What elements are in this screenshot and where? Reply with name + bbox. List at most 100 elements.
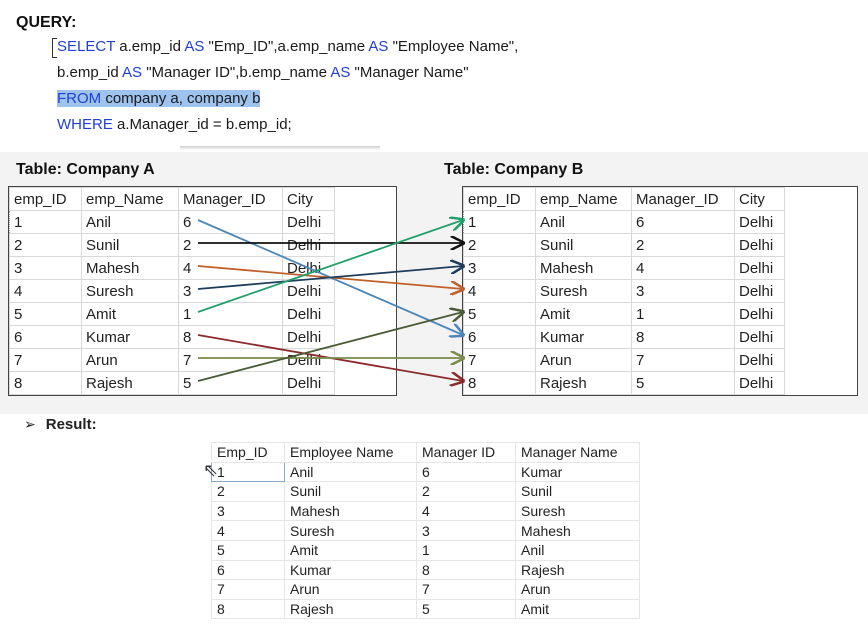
table-row[interactable]: 3 Mahesh 4 Suresh (211, 500, 640, 522)
table-cell[interactable]: Anil (81, 210, 179, 234)
table-cell[interactable]: 2 (463, 233, 536, 257)
table-cell[interactable]: 8 (211, 598, 285, 620)
table-cell[interactable]: 6 (631, 210, 735, 234)
table-cell[interactable]: 6 (178, 210, 283, 234)
table-cell[interactable]: Suresh (515, 500, 640, 522)
column-header[interactable]: emp_ID (9, 187, 82, 211)
table-cell[interactable]: Delhi (734, 371, 785, 395)
table-cell[interactable]: 7 (463, 348, 536, 372)
table-row[interactable]: 2 Sunil 2 Delhi (463, 233, 785, 257)
table-row[interactable]: 6 Kumar 8 Delhi (463, 325, 785, 349)
table-cell[interactable]: 4 (178, 256, 283, 280)
table-cell[interactable]: Delhi (734, 279, 785, 303)
table-cell[interactable]: 5 (631, 371, 735, 395)
table-cell[interactable]: 4 (9, 279, 82, 303)
table-row[interactable]: 7 Arun 7 Delhi (9, 348, 335, 372)
table-row[interactable]: 1 Anil 6 Delhi (463, 210, 785, 234)
column-header[interactable]: Manager Name (515, 442, 640, 463)
table-cell[interactable]: 6 (416, 461, 516, 483)
table-cell[interactable]: 5 (416, 598, 516, 620)
table-cell[interactable]: 7 (178, 348, 283, 372)
table-cell[interactable]: Kumar (284, 559, 417, 581)
column-header[interactable]: emp_Name (535, 187, 632, 211)
table-cell[interactable]: Kumar (515, 461, 640, 483)
table-cell[interactable]: 8 (416, 559, 516, 581)
table-cell[interactable]: 8 (9, 371, 82, 395)
table-cell[interactable]: Delhi (734, 210, 785, 234)
table-cell[interactable]: Suresh (284, 520, 417, 541)
table-cell[interactable]: 3 (178, 279, 283, 303)
table-cell[interactable]: Mahesh (284, 500, 417, 522)
table-cell[interactable]: Anil (535, 210, 632, 234)
table-cell[interactable]: 2 (178, 233, 283, 257)
table-row[interactable]: 2 Sunil 2 Delhi (9, 233, 335, 257)
table-cell[interactable]: Arun (515, 579, 640, 600)
column-header[interactable]: Manager_ID (178, 187, 283, 211)
table-cell[interactable]: 7 (416, 579, 516, 600)
table-cell[interactable]: 5 (9, 302, 82, 326)
table-cell[interactable]: 1 (631, 302, 735, 326)
table-row[interactable]: 5 Amit 1 Delhi (463, 302, 785, 326)
table-row[interactable]: 4 Suresh 3 Mahesh (211, 520, 640, 541)
table-row[interactable]: 3 Mahesh 4 Delhi (9, 256, 335, 280)
table-cell[interactable]: Delhi (282, 302, 335, 326)
table-cell[interactable]: Mahesh (515, 520, 640, 541)
table-cell[interactable]: Amit (81, 302, 179, 326)
table-cell[interactable]: 1 (9, 210, 82, 234)
table-cell[interactable]: 4 (631, 256, 735, 280)
sql-line-2[interactable]: b.emp_id AS "Manager ID",b.emp_name AS "… (57, 64, 469, 81)
column-header[interactable]: emp_Name (81, 187, 179, 211)
table-cell[interactable]: Delhi (734, 348, 785, 372)
table-cell[interactable]: Amit (515, 598, 640, 620)
table-cell[interactable]: 2 (9, 233, 82, 257)
table-row[interactable]: 8 Rajesh 5 Amit (211, 598, 640, 620)
table-row[interactable]: 8 Rajesh 5 Delhi (463, 371, 785, 395)
table-cell[interactable]: 3 (416, 520, 516, 541)
column-header[interactable]: Employee Name (284, 442, 417, 463)
table-cell[interactable]: Rajesh (515, 559, 640, 581)
table-cell[interactable]: 7 (631, 348, 735, 372)
table-cell[interactable]: 8 (631, 325, 735, 349)
column-header[interactable]: City (734, 187, 785, 211)
table-row[interactable]: 6 Kumar 8 Delhi (9, 325, 335, 349)
table-cell[interactable]: 7 (9, 348, 82, 372)
table-cell[interactable]: Delhi (734, 302, 785, 326)
table-cell[interactable]: 2 (631, 233, 735, 257)
column-header[interactable]: City (282, 187, 335, 211)
table-cell[interactable]: 7 (211, 579, 285, 600)
column-header[interactable]: Emp_ID (211, 442, 285, 463)
table-cell[interactable]: 2 (416, 481, 516, 502)
column-header[interactable]: Manager_ID (631, 187, 735, 211)
table-cell[interactable]: Rajesh (284, 598, 417, 620)
table-cell[interactable]: Delhi (282, 233, 335, 257)
table-cell[interactable]: Amit (284, 539, 417, 561)
table-cell[interactable]: Suresh (81, 279, 179, 303)
table-cell[interactable]: 4 (416, 500, 516, 522)
table-cell[interactable]: 4 (211, 520, 285, 541)
table-cell[interactable]: Anil (284, 461, 417, 483)
table-cell[interactable]: Kumar (535, 325, 632, 349)
table-row[interactable]: 2 Sunil 2 Sunil (211, 481, 640, 502)
table-cell[interactable]: Arun (81, 348, 179, 372)
table-row[interactable]: 4 Suresh 3 Delhi (463, 279, 785, 303)
table-row[interactable]: 6 Kumar 8 Rajesh (211, 559, 640, 581)
table-cell[interactable]: Delhi (734, 256, 785, 280)
table-cell[interactable]: 4 (463, 279, 536, 303)
table-cell[interactable]: Anil (515, 539, 640, 561)
sql-line-4[interactable]: WHERE a.Manager_id = b.emp_id; (57, 116, 292, 133)
table-cell[interactable]: Rajesh (81, 371, 179, 395)
table-row[interactable]: 1 Anil 6 Kumar (211, 461, 640, 483)
table-cell[interactable]: 1 (416, 539, 516, 561)
table-cell[interactable]: 3 (9, 256, 82, 280)
table-row[interactable]: 5 Amit 1 Delhi (9, 302, 335, 326)
table-cell[interactable]: Delhi (282, 256, 335, 280)
table-cell[interactable]: 1 (178, 302, 283, 326)
table-cell[interactable]: Rajesh (535, 371, 632, 395)
table-cell[interactable]: Delhi (734, 233, 785, 257)
table-cell[interactable]: Delhi (282, 348, 335, 372)
table-cell[interactable]: Amit (535, 302, 632, 326)
table-cell[interactable]: 1 (211, 461, 285, 483)
table-cell[interactable]: 8 (463, 371, 536, 395)
table-cell[interactable]: Delhi (282, 371, 335, 395)
table-cell[interactable]: Sunil (535, 233, 632, 257)
